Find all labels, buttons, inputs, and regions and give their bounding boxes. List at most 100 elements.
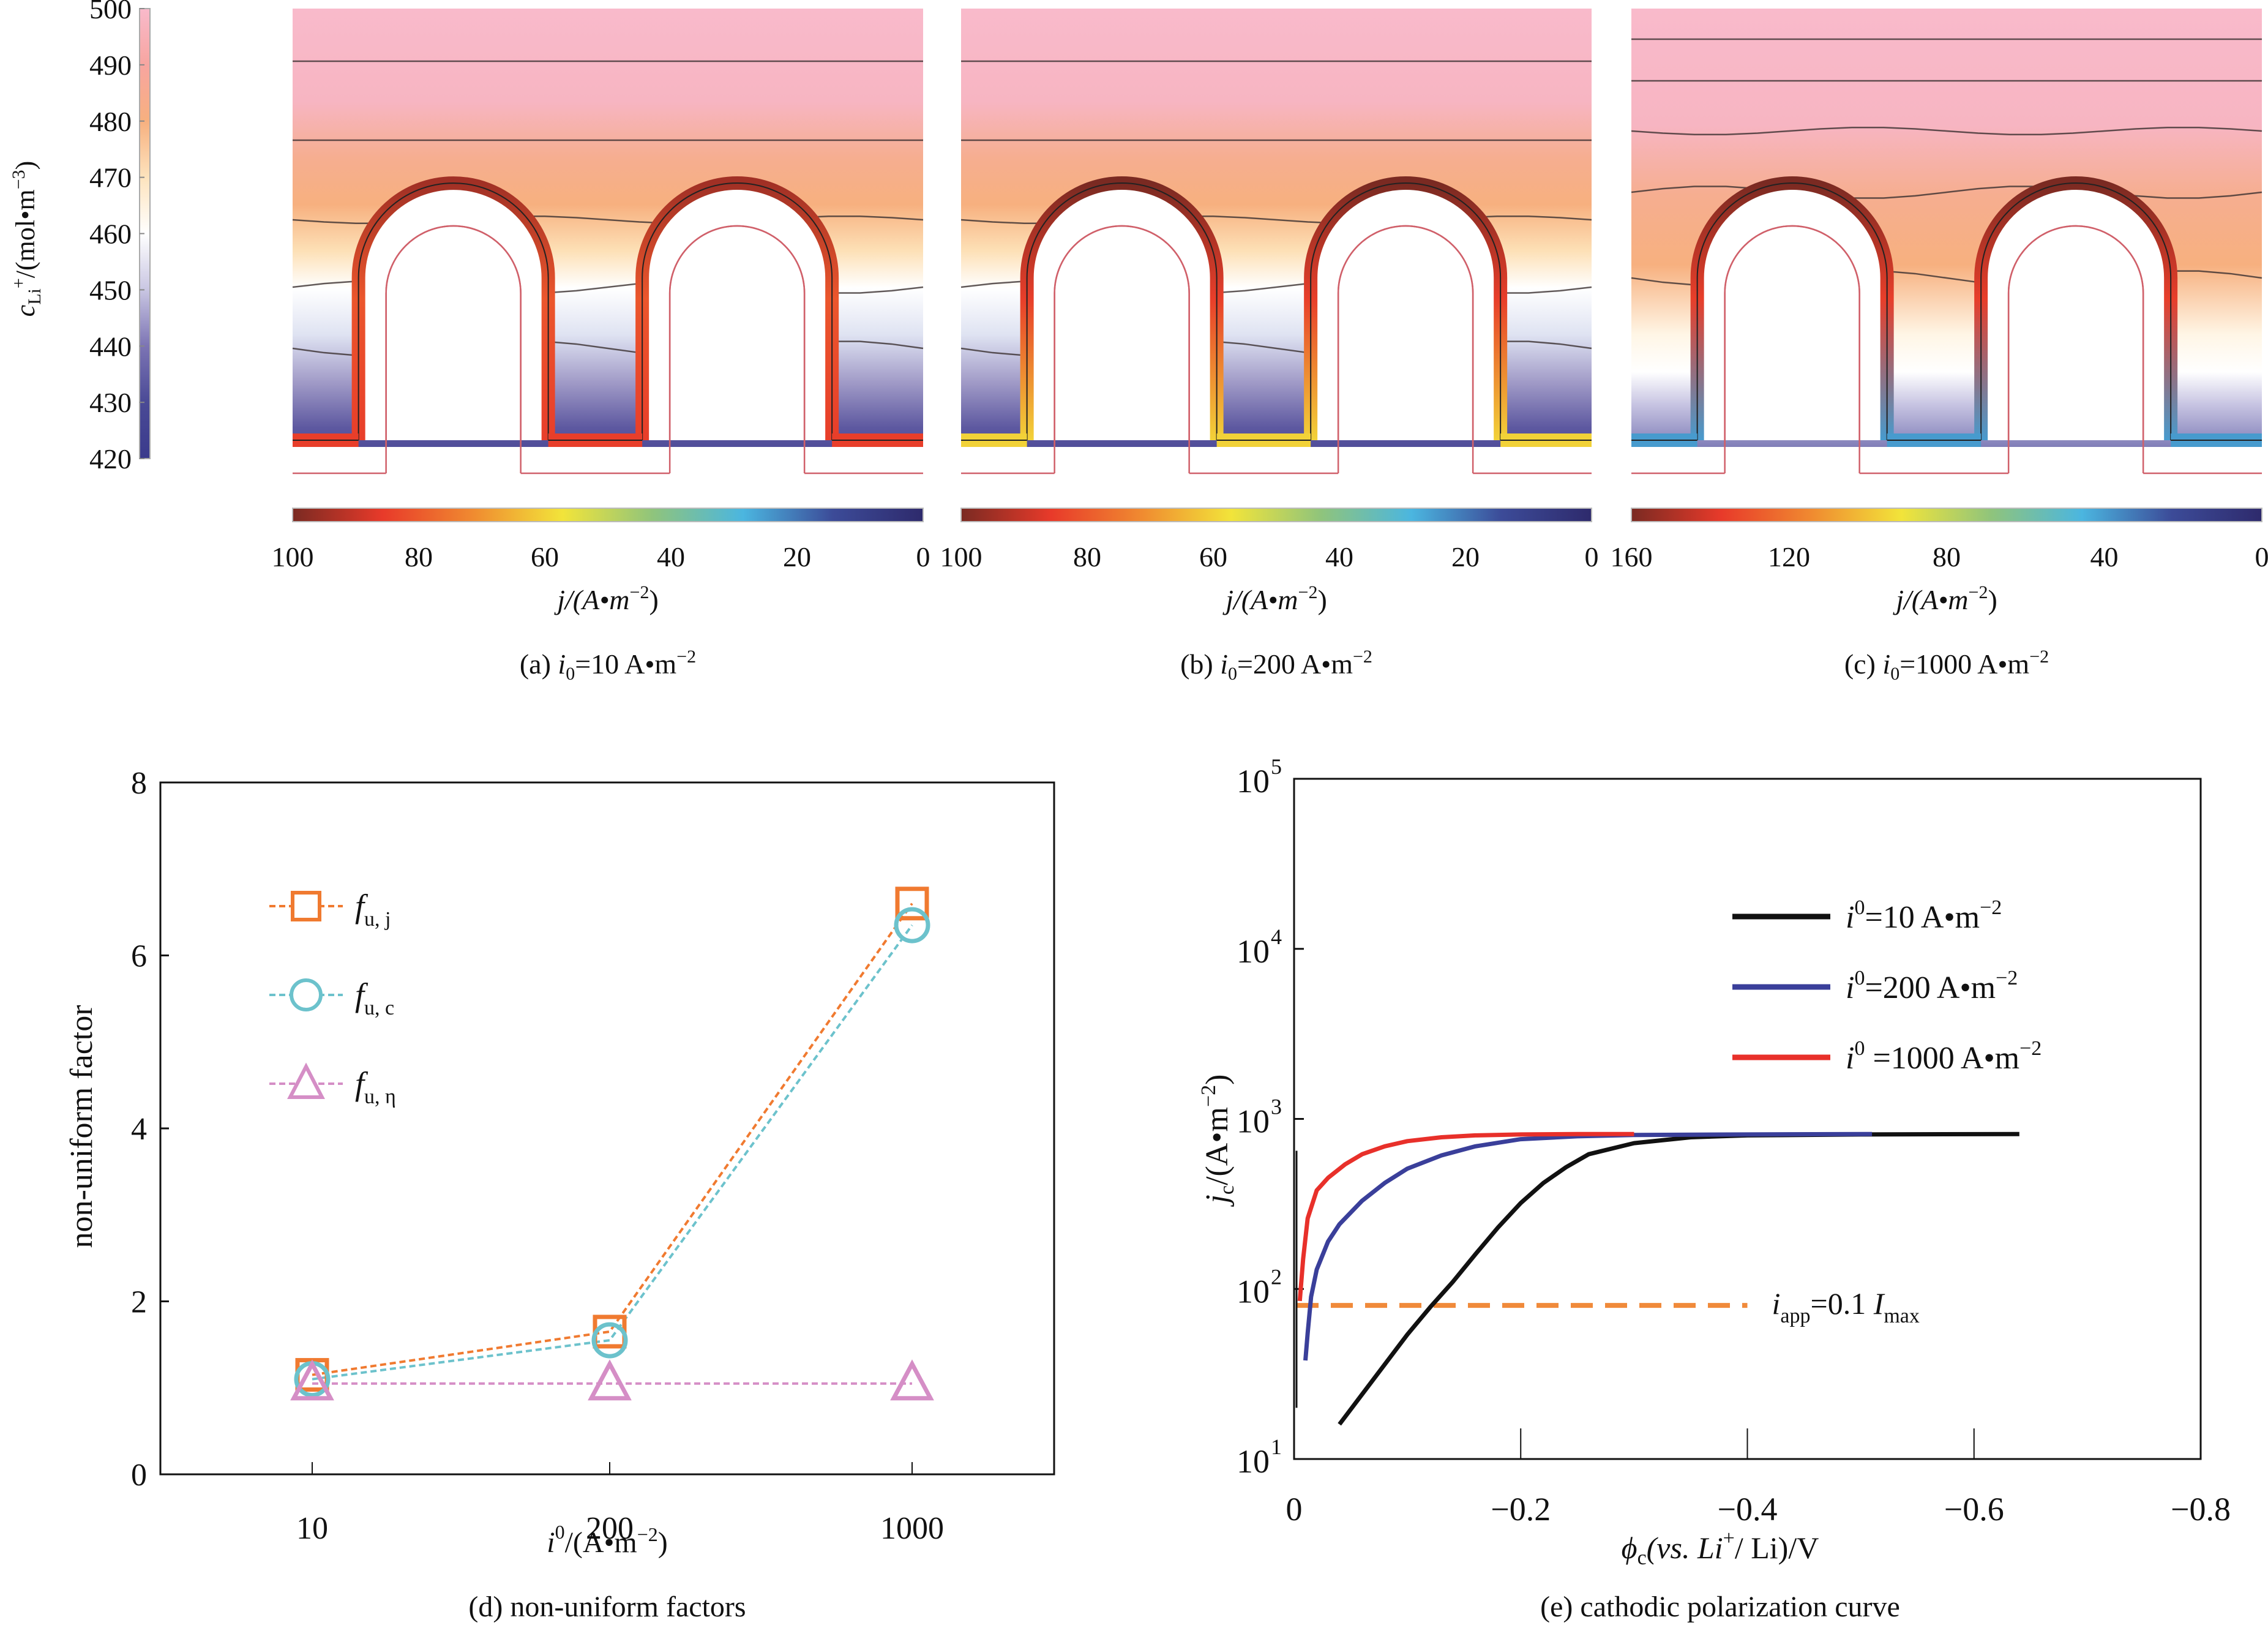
chart-d-legend-label: fu, c: [355, 977, 394, 1019]
chart-d-legend-label: fu, j: [355, 888, 391, 931]
chart-d-xtick-label: 200: [586, 1511, 634, 1546]
concentration-tick-label: 490: [89, 50, 132, 81]
substrate-outline: [1337, 225, 1474, 473]
panel-c-labels: 160 120 80 40 0 j/(A•m−2) (c) i0=1000 A•m−2: [1611, 541, 2268, 684]
interface-contour: [1696, 182, 1888, 440]
chart-d-marker-square: [895, 887, 929, 921]
concentration-tick-label: 460: [89, 219, 132, 250]
substrate-outline: [668, 225, 806, 473]
current-colorbar-tick-label: 80: [1073, 541, 1101, 572]
panel-c-colorbar-label: j/(A•m−2): [1893, 582, 1997, 615]
substrate-region: [1631, 447, 2262, 478]
chart-e-ytick-exponent: 3: [1271, 1095, 1282, 1119]
chart-d-ytick-label: 4: [131, 1112, 147, 1147]
contour-panel-a: [292, 9, 924, 522]
current-colorbar-tick-label: 20: [1451, 541, 1480, 572]
chart-e-xtick-label: 0: [1286, 1491, 1303, 1528]
chart-e-reference-label: iapp=0.1 Imax: [1772, 1286, 1920, 1327]
concentration-tick-label: 440: [89, 331, 132, 362]
interface-contour: [1980, 182, 2172, 440]
substrate-region: [293, 447, 923, 478]
panel-c-caption: (c) i0=1000 A•m−2: [1844, 647, 2049, 684]
current-colorbar-tick-label: 0: [916, 541, 930, 572]
chart-e-ytick-exponent: 5: [1271, 754, 1282, 779]
current-colorbar-tick-label: 20: [783, 541, 811, 572]
current-colorbar-tick-label: 40: [1325, 541, 1353, 572]
substrate-outline: [385, 225, 522, 473]
chart-d-xlabel: i0/(A•m−2): [547, 1521, 668, 1559]
current-colorbar-b: [960, 508, 1592, 522]
chart-d-marker-circle: [591, 1322, 628, 1359]
chart-e-xtick-label: −0.6: [1944, 1491, 2004, 1528]
concentration-tick-label: 500: [89, 0, 132, 24]
electrode-arch: [1697, 183, 1887, 440]
chart-d-ytick-label: 0: [131, 1458, 147, 1493]
current-colorbar-c: [1631, 508, 2262, 522]
chart-e-xtick-label: −0.4: [1718, 1491, 1778, 1528]
panel-a-caption: (a) i0=10 A•m−2: [520, 647, 696, 684]
chart-d-ylabel: non-uniform factor: [64, 1005, 99, 1248]
current-colorbar-tick-label: 40: [2090, 541, 2119, 572]
current-colorbar-tick-label: 0: [2255, 541, 2268, 572]
concentration-tick-label: 420: [89, 443, 132, 475]
concentration-contour-line: [1631, 127, 2262, 135]
substrate-outline: [2007, 225, 2144, 473]
electrode-arch: [642, 183, 833, 440]
chart-e-legend: i0=10 A•m−2 i0=200 A•m−2 i0 =1000 A•m−2: [1732, 896, 2042, 1076]
chart-e-ytick-label: 10: [1237, 933, 1270, 970]
concentration-tick-label: 470: [89, 162, 132, 193]
current-colorbar-tick-label: 60: [1199, 541, 1227, 572]
chart-e-frame: [1293, 778, 2202, 1460]
chart-e-ytick-label: 10: [1237, 763, 1270, 800]
current-colorbar-tick-label: 80: [1933, 541, 1961, 572]
chart-d-series-line: [312, 924, 913, 1381]
current-colorbar-tick-label: 100: [272, 541, 314, 572]
chart-d-ytick-label: 6: [131, 939, 147, 974]
chart-e-ytick-label: 10: [1237, 1103, 1270, 1140]
panel-b-caption: (b) i0=200 A•m−2: [1180, 647, 1372, 684]
concentration-tick-label: 480: [89, 106, 132, 137]
current-colorbar-tick-label: 160: [1611, 541, 1653, 572]
chart-d-title: (d) non-uniform factors: [468, 1591, 746, 1623]
concentration-colorbar-label: cLi+/(mol•m−3): [9, 161, 45, 317]
contour-panel-c: [1631, 9, 2262, 522]
chart-e-xtick-label: −0.2: [1491, 1491, 1551, 1528]
electrode-arch: [1311, 183, 1501, 440]
concentration-contour-line: [1631, 186, 2262, 199]
substrate-outline: [1724, 225, 1860, 473]
current-colorbar-tick-label: 60: [531, 541, 559, 572]
chart-d-legend-square-icon: [291, 891, 321, 921]
current-colorbar-tick-label: 0: [1585, 541, 1599, 572]
chart-e-series-line: [1338, 1131, 2019, 1426]
panel-a-labels: 100 80 60 40 20 0 j/(A•m−2) (a) i0=10 A•m−2: [272, 541, 930, 684]
chart-non-uniform-factors: 0 2 4 6 8 10 200 1000 fu, j fu, c fu, η non-unif…: [64, 766, 1055, 1623]
chart-d-marker-triangle: [588, 1359, 632, 1401]
chart-e-xlabel: ϕc(vs. Li+/ Li)/V: [1622, 1527, 1819, 1569]
chart-d-marker-triangle: [290, 1359, 334, 1401]
substrate-region: [961, 447, 1592, 478]
chart-e-legend-label: i0=200 A•m−2: [1846, 967, 2018, 1005]
current-colorbar-tick-label: 120: [1768, 541, 1810, 572]
concentration-tick-label: 430: [89, 387, 132, 418]
current-colorbar-tick-label: 100: [940, 541, 982, 572]
current-colorbar-tick-label: 40: [657, 541, 685, 572]
chart-e-ytick-label: 10: [1237, 1443, 1270, 1480]
electrode-arch: [358, 183, 548, 440]
concentration-colorbar: 420 430 440 450 460 470 480 490 500 cLi+/(mol•m−…: [9, 0, 151, 475]
chart-d-ytick-label: 2: [131, 1285, 147, 1320]
interface-contour: [1026, 182, 1218, 440]
interface-contour: [642, 182, 833, 440]
electrode-arch: [1027, 183, 1217, 440]
interface-contour: [357, 182, 549, 440]
chart-d-marker-triangle: [890, 1359, 934, 1401]
panel-a-colorbar-label: j/(A•m−2): [554, 582, 659, 615]
chart-d-xtick-label: 10: [296, 1511, 328, 1546]
chart-d-legend: fu, j fu, c fu, η: [269, 888, 396, 1108]
chart-d-legend-circle-icon: [290, 978, 323, 1011]
chart-e-ytick-exponent: 1: [1271, 1435, 1282, 1459]
chart-e-ytick-exponent: 4: [1271, 925, 1282, 949]
chart-e-ylabel: jc/(A•m−2): [1197, 1074, 1238, 1207]
electrode-arch: [1981, 183, 2171, 440]
